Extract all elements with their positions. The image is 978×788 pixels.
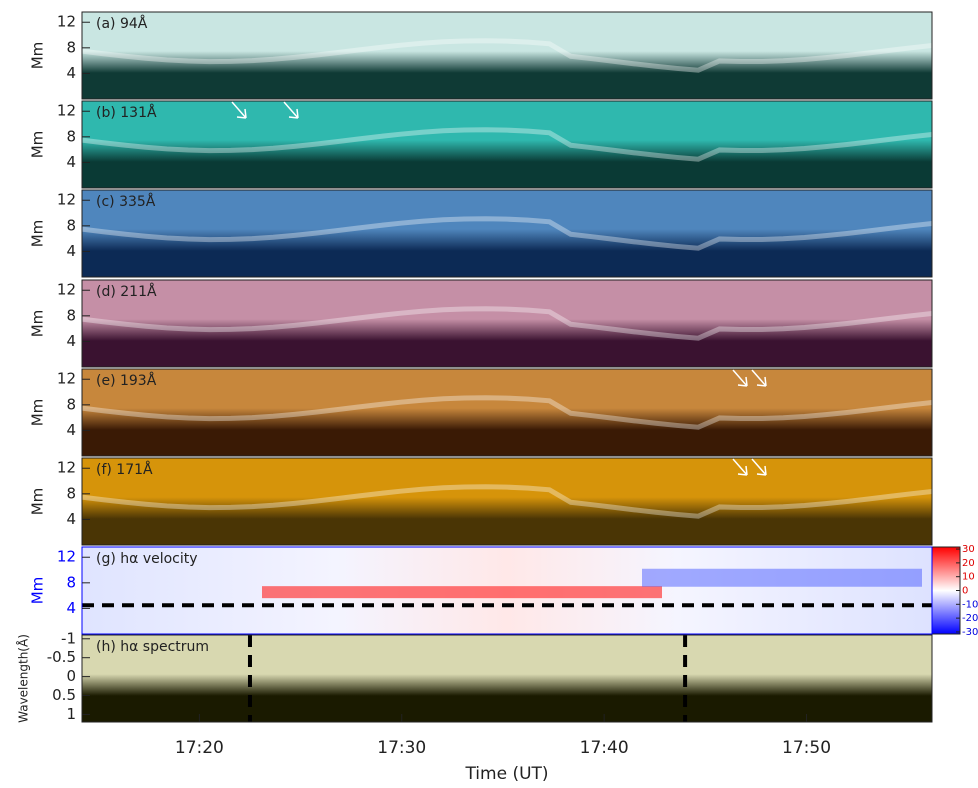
colorbar-label: -30 — [962, 627, 978, 638]
x-tick-label: 17:50 — [782, 738, 831, 758]
panel-label: (e) 193Å — [96, 372, 157, 389]
y-tick-label: 8 — [66, 127, 76, 145]
image-panel — [82, 458, 932, 545]
y-axis-label: Mm — [29, 220, 47, 248]
panel-label: (c) 335Å — [96, 193, 156, 210]
y-tick-label: 8 — [66, 216, 76, 234]
colorbar — [931, 546, 961, 635]
y-tick-label: 4 — [66, 242, 76, 260]
y-axis-label: Mm — [29, 577, 47, 605]
y-tick-label: 8 — [66, 395, 76, 413]
ridge — [81, 395, 933, 430]
panel-label: (f) 171Å — [96, 461, 153, 478]
y-axis-label: Wavelength(Å) — [16, 634, 31, 723]
y-axis-label: Mm — [29, 399, 47, 427]
panel-frame — [81, 457, 933, 546]
band-red — [262, 586, 662, 599]
panel-frame — [81, 368, 933, 457]
panel-frame — [81, 100, 933, 189]
y-tick-label: 12 — [57, 102, 76, 120]
panel-label: (h) hα spectrum — [96, 639, 209, 655]
colorbar-label: -10 — [962, 599, 978, 610]
arrow — [751, 458, 767, 476]
y-tick-label: 1 — [66, 705, 76, 723]
y-tick-label: 12 — [57, 191, 76, 209]
band-blue — [642, 568, 922, 587]
y-axis-label: Mm — [29, 131, 47, 159]
x-axis-label: Time (UT) — [464, 764, 548, 784]
y-axis-label: Mm — [29, 310, 47, 338]
panel-label: (a) 94Å — [96, 15, 148, 32]
image-panel — [82, 369, 932, 456]
ridge — [81, 484, 933, 519]
image-panel — [82, 190, 932, 277]
panel-frame — [81, 11, 933, 100]
panel-frame — [81, 546, 933, 635]
y-tick-label: -0.5 — [47, 648, 76, 666]
image-panel — [82, 280, 932, 367]
y-tick-label: 12 — [57, 370, 76, 388]
ridge — [81, 38, 933, 73]
y-tick-label: 12 — [57, 13, 76, 31]
y-tick-label: 12 — [57, 459, 76, 477]
colorbar-label: 10 — [962, 572, 975, 583]
panel-label: (d) 211Å — [96, 283, 157, 300]
y-tick-label: 4 — [66, 510, 76, 528]
arrow — [283, 101, 299, 119]
colorbar-label: 0 — [962, 586, 968, 597]
y-tick-label: 8 — [66, 306, 76, 324]
y-tick-label: 12 — [57, 281, 76, 299]
panel-label: (b) 131Å — [96, 104, 157, 121]
panel-label: (g) hα velocity — [96, 551, 198, 567]
x-tick-label: 17:20 — [175, 738, 224, 758]
y-tick-label: 4 — [66, 599, 76, 617]
arrow — [231, 101, 247, 119]
y-tick-label: 8 — [66, 573, 76, 591]
colorbar-label: 30 — [962, 544, 975, 555]
y-tick-label: 8 — [66, 484, 76, 502]
y-tick-label: 0 — [66, 667, 76, 685]
ridge — [81, 127, 933, 162]
arrow — [751, 369, 767, 387]
y-tick-label: 0.5 — [52, 686, 76, 704]
y-tick-label: -1 — [61, 629, 76, 647]
image-panel — [82, 101, 932, 188]
panel-frame — [81, 634, 933, 723]
y-tick-label: 4 — [66, 421, 76, 439]
x-tick-label: 17:40 — [580, 738, 629, 758]
y-axis-label: Mm — [29, 488, 47, 516]
y-tick-label: 8 — [66, 38, 76, 56]
panel-frame — [81, 189, 933, 278]
panel-frame — [81, 279, 933, 368]
colorbar-label: 20 — [962, 558, 975, 569]
arrow — [732, 458, 748, 476]
colorbar-label: -20 — [962, 613, 978, 624]
x-tick-label: 17:30 — [377, 738, 426, 758]
image-panel — [82, 635, 932, 722]
y-tick-label: 4 — [66, 332, 76, 350]
arrow — [732, 369, 748, 387]
y-tick-label: 4 — [66, 153, 76, 171]
ridge — [81, 306, 933, 341]
y-tick-label: 4 — [66, 64, 76, 82]
ridge — [81, 216, 933, 251]
y-axis-label: Mm — [29, 42, 47, 70]
y-tick-label: 12 — [57, 548, 76, 566]
image-panel — [82, 12, 932, 99]
